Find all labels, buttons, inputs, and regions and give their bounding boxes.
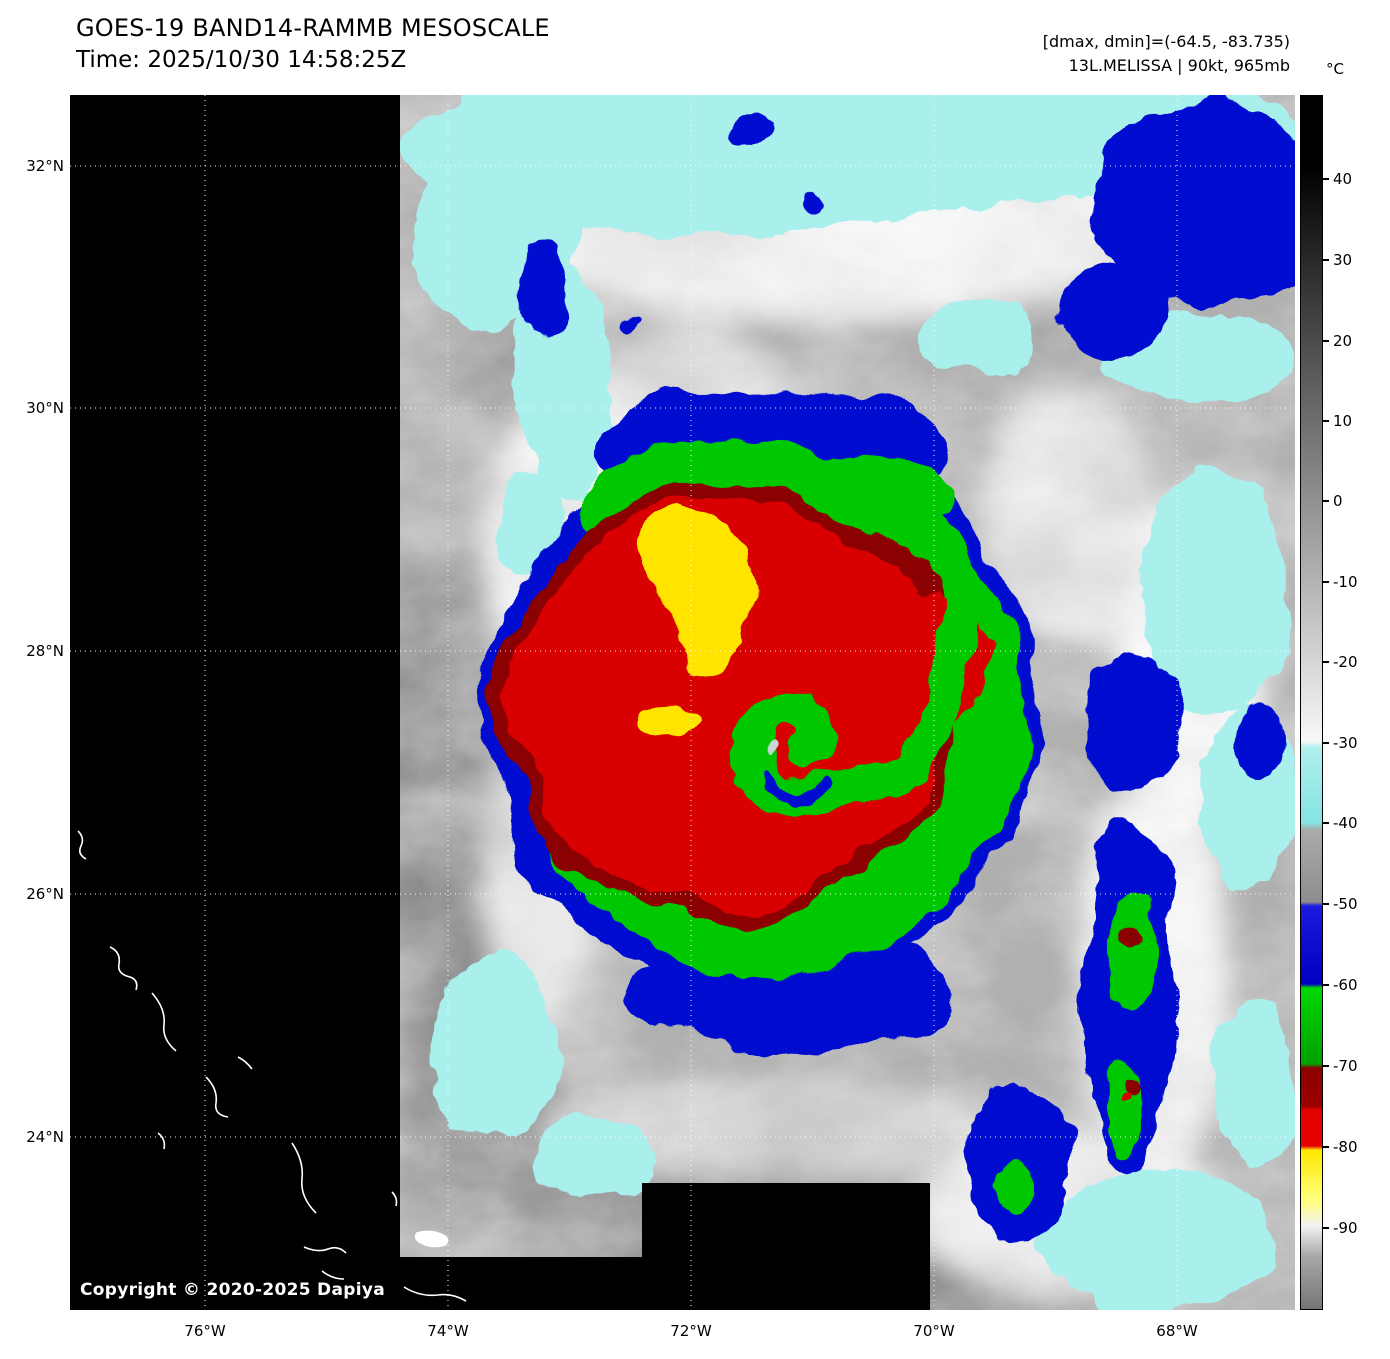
colorbar-unit-label: °C xyxy=(1326,60,1344,78)
figure-title: GOES-19 BAND14-RAMMB MESOSCALE xyxy=(76,14,550,42)
lat-label-24n: 24°N xyxy=(26,1128,64,1146)
lon-label-72w: 72°W xyxy=(670,1322,712,1340)
lat-label-32n: 32°N xyxy=(26,157,64,175)
lat-label-26n: 26°N xyxy=(26,885,64,903)
lon-label-70w: 70°W xyxy=(913,1322,955,1340)
colorbar-tick-40: 40 xyxy=(1322,170,1381,188)
colorbar-tick-30: 30 xyxy=(1322,251,1381,269)
colorbar-tick-n70: -70 xyxy=(1322,1057,1381,1075)
lon-label-76w: 76°W xyxy=(184,1322,226,1340)
graticule xyxy=(70,95,1295,1310)
lat-label-30n: 30°N xyxy=(26,399,64,417)
colorbar-tick-n80: -80 xyxy=(1322,1138,1381,1156)
satellite-map: Copyright © 2020-2025 Dapiya xyxy=(70,95,1295,1310)
temperature-colorbar xyxy=(1300,95,1323,1310)
colorbar-tick-n50: -50 xyxy=(1322,895,1381,913)
colorbar-tick-10: 10 xyxy=(1322,412,1381,430)
data-range-label: [dmax, dmin]=(-64.5, -83.735) xyxy=(1042,32,1290,51)
colorbar-tick-n30: -30 xyxy=(1322,734,1381,752)
lon-label-74w: 74°W xyxy=(427,1322,469,1340)
lon-label-68w: 68°W xyxy=(1156,1322,1198,1340)
satellite-image-art xyxy=(70,95,1295,1310)
colorbar-tick-n10: -10 xyxy=(1322,573,1381,591)
colorbar-tick-n20: -20 xyxy=(1322,653,1381,671)
coastlines xyxy=(77,830,467,1302)
colorbar-tick-n40: -40 xyxy=(1322,814,1381,832)
storm-info-label: 13L.MELISSA | 90kt, 965mb xyxy=(1068,56,1290,75)
copyright-label: Copyright © 2020-2025 Dapiya xyxy=(80,1280,385,1300)
figure-time: Time: 2025/10/30 14:58:25Z xyxy=(76,47,407,73)
colorbar-tick-n60: -60 xyxy=(1322,976,1381,994)
figure-meta: [dmax, dmin]=(-64.5, -83.735) 13L.MELISS… xyxy=(1043,30,1290,78)
colorbar-tick-0: 0 xyxy=(1322,492,1381,510)
satellite-data-region xyxy=(400,95,1295,1310)
hurricane-core xyxy=(488,389,1032,1045)
cold-cloud-patches xyxy=(520,100,1295,1241)
colorbar-tick-n90: -90 xyxy=(1322,1219,1381,1237)
colorbar-tick-20: 20 xyxy=(1322,332,1381,350)
lat-label-28n: 28°N xyxy=(26,642,64,660)
